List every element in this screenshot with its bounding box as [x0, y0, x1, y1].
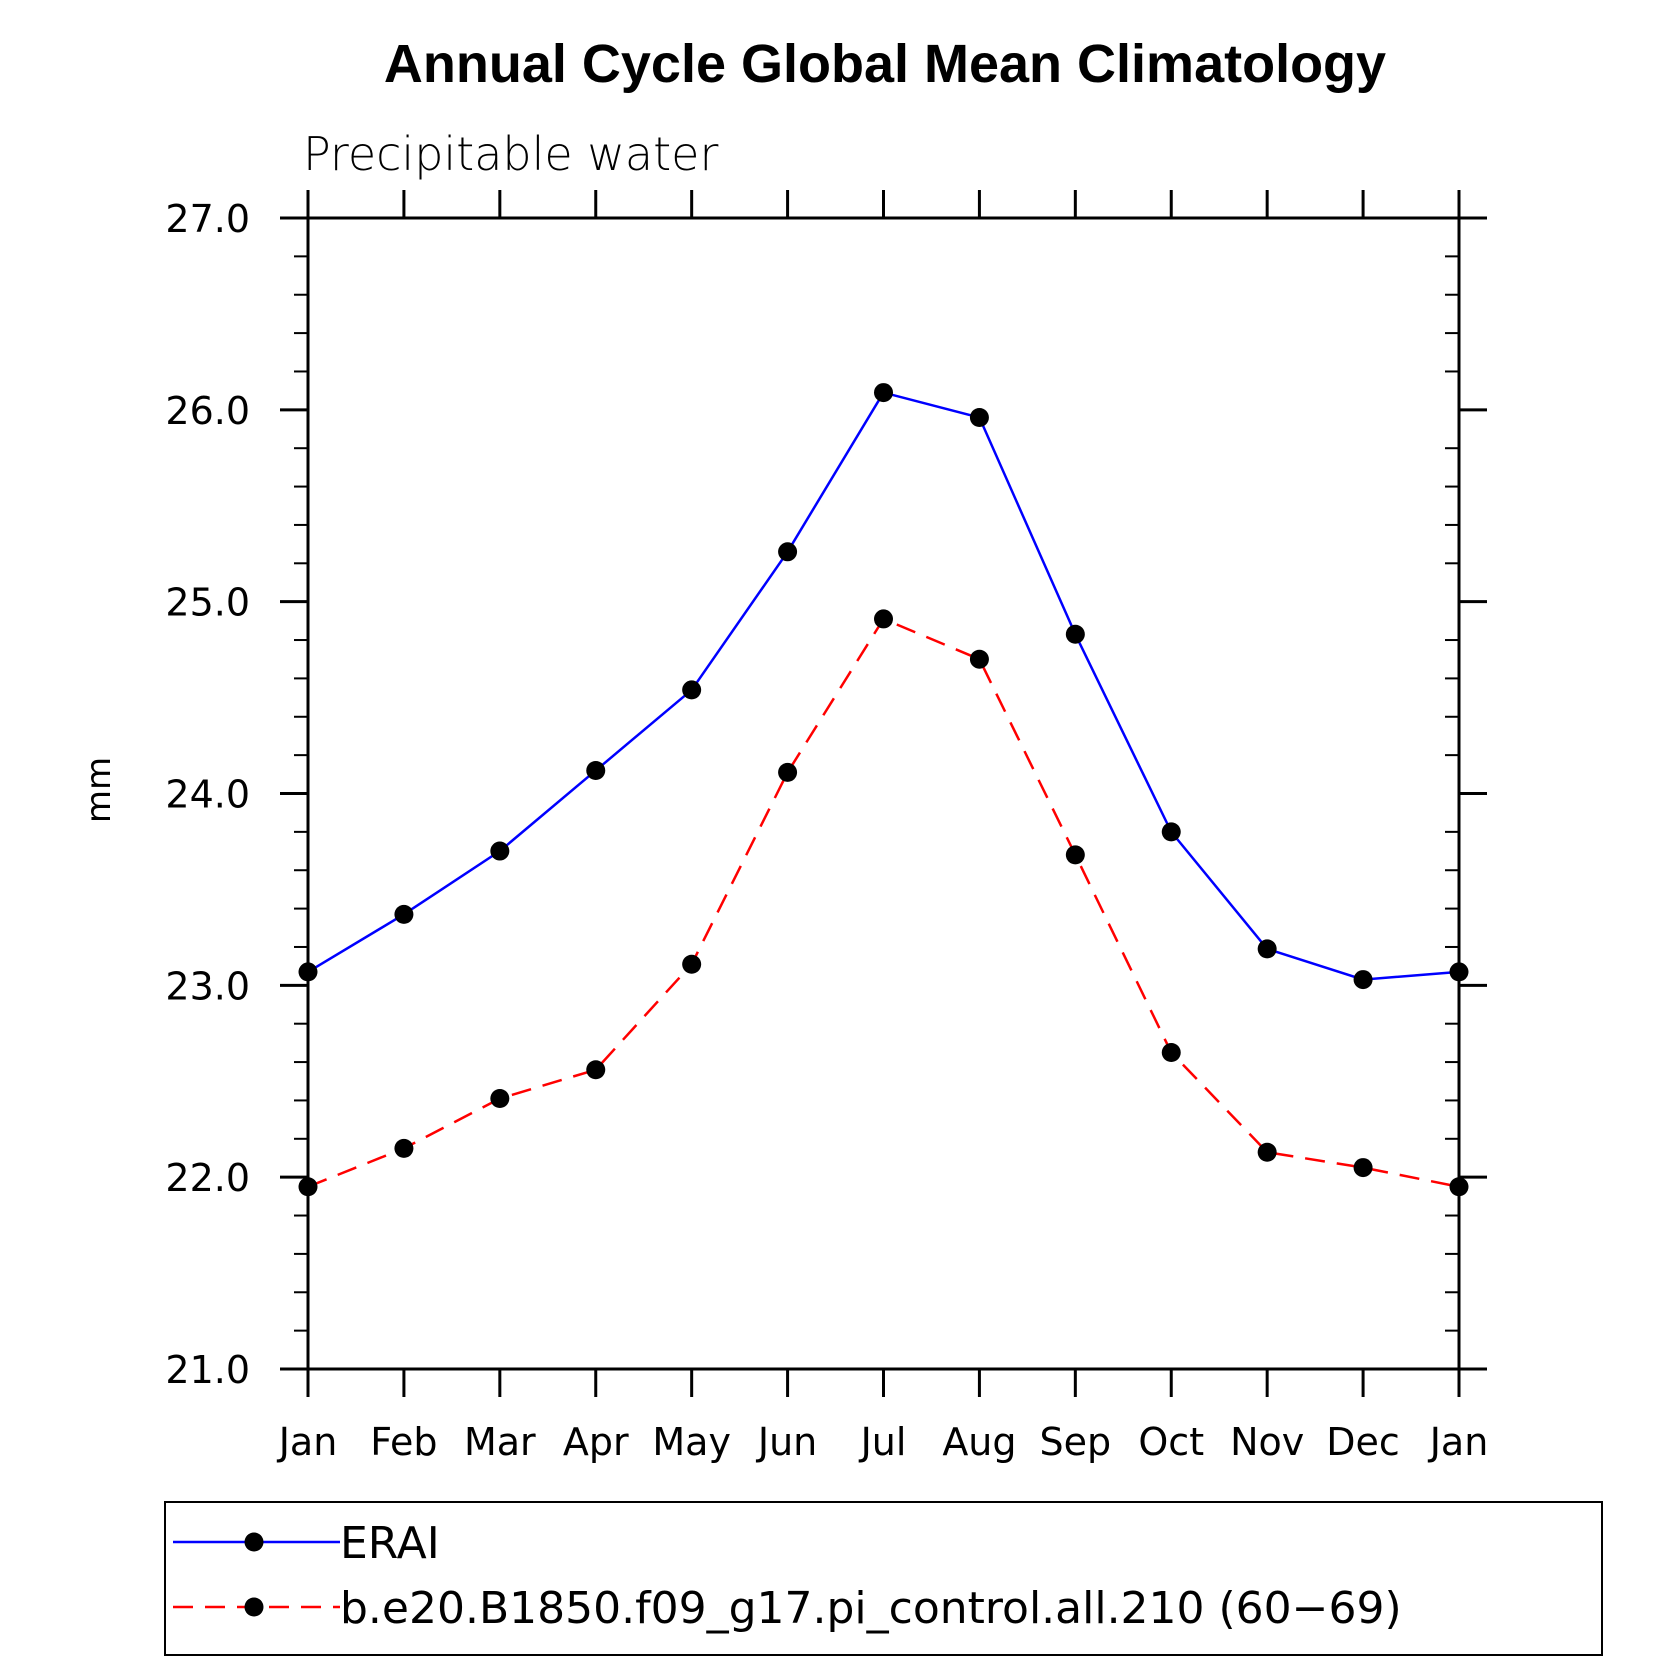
data-point	[1449, 1177, 1469, 1197]
data-point	[586, 1060, 606, 1080]
legend-marker	[244, 1597, 264, 1617]
data-point	[394, 1138, 414, 1158]
y-tick-label: 22.0	[165, 1156, 250, 1200]
x-tick-label: Nov	[1230, 1420, 1304, 1464]
data-point	[874, 383, 893, 403]
x-tick-label: Jun	[756, 1420, 817, 1464]
data-point	[298, 962, 318, 982]
x-tick-label: Jul	[859, 1420, 907, 1464]
legend-item: ERAI	[173, 1518, 440, 1569]
data-point	[969, 649, 989, 669]
legend-label: b.e20.B1850.f09_g17.pi_control.all.210 (…	[340, 1583, 1402, 1634]
x-tick-label: Mar	[464, 1420, 536, 1464]
legend-marker	[244, 1532, 264, 1552]
series-line	[307, 391, 1460, 981]
chart-subtitle: Precipitable water	[303, 127, 718, 181]
x-tick-labels: Jan Feb Mar Apr May Jun Jul Aug Sep Oct Nov Dec Jan	[277, 1420, 1489, 1464]
y-tick-labels: 21.0 22.0 23.0 24.0 25.0 26.0 27.0	[165, 197, 250, 1392]
legend: ERAI b.e20.B1850.f09_g17.pi_control.all.2…	[173, 1518, 1402, 1634]
data-point	[490, 1089, 510, 1109]
data-point	[1353, 1158, 1373, 1178]
legend-box	[164, 1501, 1603, 1656]
data-point	[778, 762, 798, 782]
x-tick-label: Jan	[1428, 1420, 1489, 1464]
x-tick-label: May	[652, 1420, 731, 1464]
x-tick-label: Feb	[370, 1420, 437, 1464]
data-point	[1065, 624, 1085, 644]
x-tick-label: Sep	[1040, 1420, 1112, 1464]
series-layer	[298, 383, 1469, 1197]
x-tick-label: Jan	[277, 1420, 338, 1464]
data-point	[1257, 939, 1277, 959]
x-tick-label: Oct	[1138, 1420, 1204, 1464]
data-point	[298, 1177, 318, 1197]
x-tick-label: Apr	[563, 1420, 629, 1464]
data-point	[1065, 845, 1085, 865]
data-point	[1257, 1142, 1277, 1162]
data-point	[969, 408, 989, 428]
y-tick-label: 23.0	[165, 964, 250, 1008]
axis-ticks	[280, 190, 1487, 1397]
series-0	[298, 383, 1469, 990]
y-tick-label: 25.0	[165, 581, 250, 625]
series-line	[307, 617, 1460, 1188]
data-point	[1353, 970, 1373, 990]
y-tick-label: 21.0	[165, 1348, 250, 1392]
y-tick-label: 24.0	[165, 773, 250, 817]
data-point	[874, 609, 893, 629]
chart-title: Annual Cycle Global Mean Climatology	[384, 34, 1386, 94]
data-point	[490, 841, 510, 861]
data-point	[1449, 962, 1469, 982]
legend-label: ERAI	[340, 1518, 440, 1569]
y-tick-label: 26.0	[165, 389, 250, 433]
legend-item: b.e20.B1850.f09_g17.pi_control.all.210 (…	[173, 1583, 1402, 1634]
data-point	[394, 904, 414, 924]
x-tick-label: Dec	[1326, 1420, 1400, 1464]
y-axis-label: mm	[79, 757, 119, 823]
data-point	[1161, 1042, 1181, 1062]
data-point	[778, 542, 798, 562]
x-tick-label: Aug	[942, 1420, 1016, 1464]
y-tick-label: 27.0	[165, 197, 250, 241]
data-point	[682, 680, 702, 700]
data-point	[586, 760, 606, 780]
data-point	[682, 954, 702, 974]
data-point	[1161, 822, 1181, 842]
series-1	[298, 609, 1469, 1197]
